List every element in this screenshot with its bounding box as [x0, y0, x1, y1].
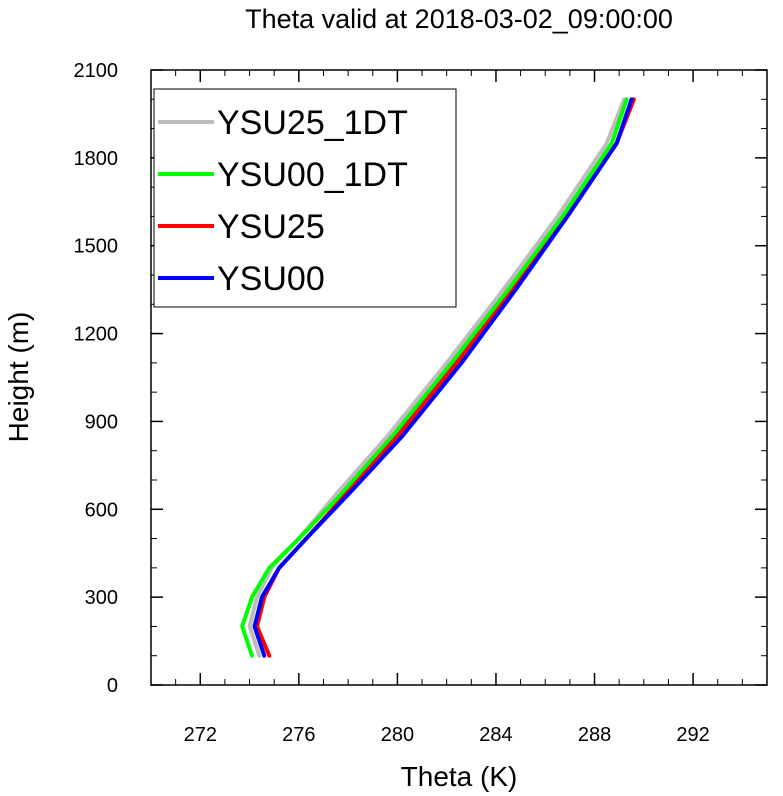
y-tick-label: 0	[107, 675, 118, 697]
x-tick-label: 284	[479, 724, 512, 746]
x-tick-label: 272	[184, 724, 217, 746]
chart-title: Theta valid at 2018-03-02_09:00:00	[245, 4, 673, 34]
legend-label: YSU00	[217, 260, 325, 298]
series-line-ysu00	[252, 97, 634, 658]
y-tick-label: 1500	[74, 236, 119, 258]
y-tick-label: 2100	[74, 60, 119, 82]
legend-label: YSU00_1DT	[217, 156, 408, 194]
y-tick-label: 1800	[74, 148, 119, 170]
y-tick-label: 1200	[74, 324, 119, 346]
x-tick-label: 276	[282, 724, 315, 746]
y-tick-label: 600	[85, 499, 118, 521]
axis-tick-labels: 272 276 280 284 288 292 0 300 600 900 1200 1500 1800…	[74, 60, 710, 746]
series-line-ysu00-1dt	[240, 97, 629, 658]
y-tick-label: 300	[85, 587, 118, 609]
series-line-ysu25-1dt	[247, 97, 627, 658]
plot-frame	[150, 69, 768, 686]
x-tick-label: 292	[676, 724, 709, 746]
x-tick-label: 280	[381, 724, 414, 746]
y-axis-title: Height (m)	[3, 312, 34, 443]
x-axis-title: Theta (K)	[401, 761, 518, 792]
legend-label: YSU25_1DT	[217, 104, 408, 142]
legend-box	[153, 88, 457, 308]
legend: YSU25_1DT YSU00_1DT YSU25 YSU00	[153, 88, 457, 308]
legend-label: YSU25	[217, 208, 325, 246]
y-tick-label: 900	[85, 411, 118, 433]
x-tick-label: 288	[578, 724, 611, 746]
series-lines	[240, 97, 636, 658]
